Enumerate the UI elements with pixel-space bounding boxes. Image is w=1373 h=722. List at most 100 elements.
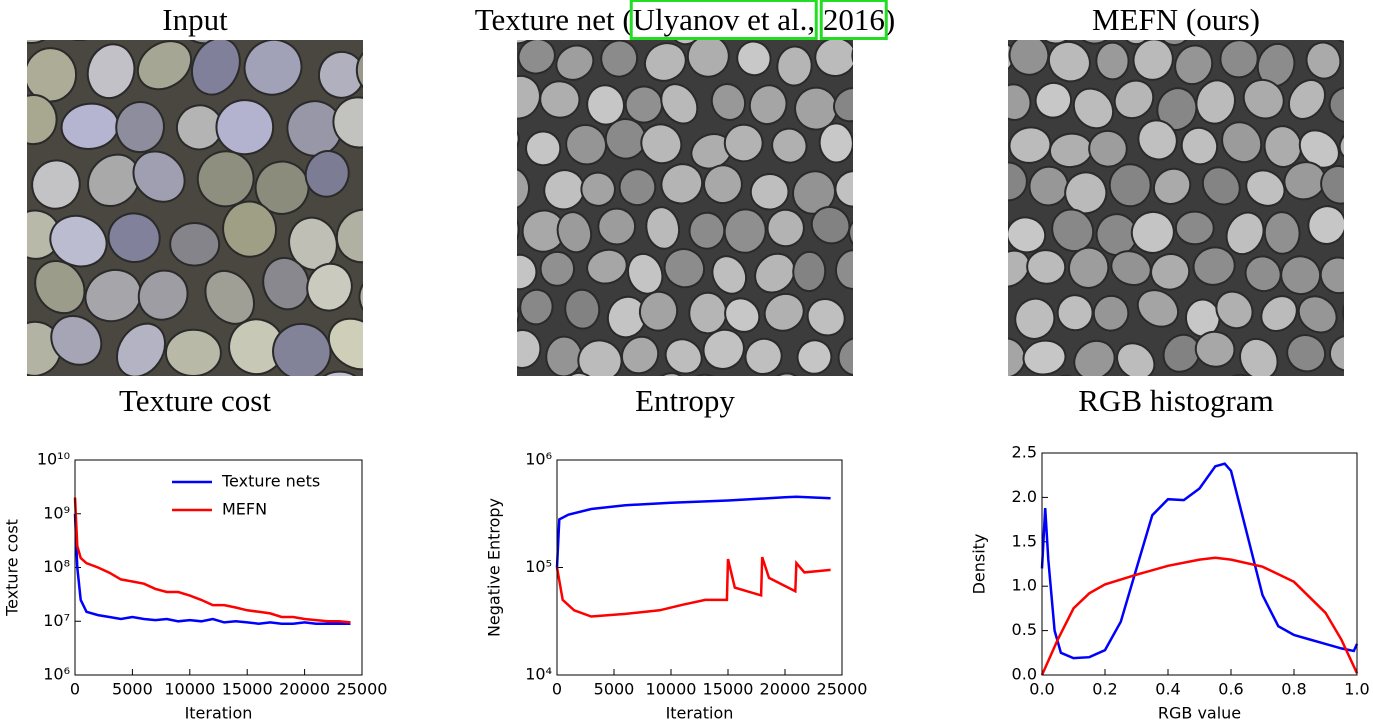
stone (525, 130, 562, 167)
stone (1215, 290, 1254, 330)
stone (50, 314, 103, 366)
stone (660, 163, 704, 205)
stone (1245, 169, 1286, 207)
stone (1328, 40, 1344, 44)
texture-image (469, 37, 917, 424)
stone (545, 335, 583, 376)
stone (312, 370, 363, 376)
stone (269, 0, 330, 37)
stones (469, 37, 917, 424)
y-tick-label: 1.0 (1012, 576, 1037, 595)
stone (539, 250, 576, 287)
stone (1180, 126, 1219, 166)
stone (765, 372, 805, 376)
stone (1225, 211, 1265, 256)
x-tick-label: 0.4 (1155, 680, 1180, 699)
x-tick-label: 10000 (164, 680, 215, 699)
stone (190, 40, 241, 96)
stone (1088, 129, 1128, 168)
stone (1355, 166, 1373, 217)
stone (763, 292, 805, 332)
y-tick-label: 0.0 (1012, 665, 1037, 684)
stone (776, 45, 813, 87)
stone (848, 215, 853, 254)
stone (31, 159, 81, 210)
stone (1092, 294, 1130, 332)
stone (703, 164, 743, 205)
stone (1221, 121, 1263, 164)
stone (685, 373, 724, 376)
citation-link[interactable]: 2016 (819, 0, 888, 40)
x-axis-label: Iteration (185, 704, 253, 722)
stone (796, 339, 833, 375)
stone (749, 172, 790, 211)
stone (645, 206, 681, 250)
stone (376, 313, 445, 382)
stone (580, 171, 616, 207)
stone (640, 123, 683, 165)
y-axis-label: Density (970, 534, 989, 595)
stone (306, 262, 353, 312)
stone (517, 253, 538, 291)
stone (1162, 333, 1201, 373)
stone (1008, 40, 1050, 76)
x-tick-label: 5000 (594, 680, 635, 699)
stone (586, 84, 625, 126)
stone (850, 367, 906, 424)
stone (1051, 208, 1095, 253)
stone (794, 86, 838, 131)
stone (711, 255, 748, 295)
series-line (555, 495, 831, 568)
x-axis-label: Iteration (666, 704, 734, 722)
stone (1056, 294, 1094, 332)
stone (876, 331, 917, 373)
stone (543, 169, 586, 211)
stone (664, 338, 703, 375)
stone (724, 297, 761, 333)
x-tick-label: 25000 (337, 680, 388, 699)
stone (1073, 339, 1116, 376)
panel-title: MEFN (ours) (1092, 2, 1260, 37)
stone (1072, 87, 1115, 130)
stone (469, 37, 519, 89)
stone (1244, 255, 1282, 293)
stone (792, 170, 837, 215)
stone (1195, 79, 1236, 125)
stone (1194, 330, 1236, 368)
stone (959, 375, 1015, 431)
panel-title: Texture net (Ulyanov et al., 2016) (475, 0, 895, 40)
stone (84, 268, 143, 323)
stone (318, 0, 392, 45)
citation-link[interactable]: Ulyanov et al., (629, 0, 819, 40)
stone (1156, 40, 1194, 47)
stone (864, 238, 917, 291)
stone (638, 290, 679, 332)
stone (1192, 246, 1236, 286)
texture-image (27, 0, 445, 382)
y-tick-label: 10⁵ (525, 557, 552, 576)
stone (1035, 40, 1076, 45)
stone (1028, 165, 1069, 207)
stone (1132, 40, 1174, 81)
x-tick-label: 5000 (112, 680, 153, 699)
stone (222, 200, 278, 258)
x-tick-label: 15000 (703, 680, 754, 699)
stone (1287, 79, 1327, 120)
legend-label: Texture nets (221, 472, 320, 491)
stone (1174, 210, 1215, 246)
stone (519, 288, 554, 326)
stone (565, 123, 607, 166)
stone (335, 208, 363, 264)
series-line (555, 556, 831, 618)
x-tick-label: 0 (70, 680, 80, 699)
stone (1307, 205, 1344, 245)
stone (517, 40, 556, 75)
y-tick-label: 10⁶ (525, 450, 552, 469)
legend-label: MEFN (222, 500, 267, 519)
stone (846, 112, 901, 166)
stone (132, 150, 186, 203)
stone (1026, 249, 1067, 285)
stone (1152, 167, 1192, 205)
y-tick-label: 2.5 (1012, 443, 1037, 462)
